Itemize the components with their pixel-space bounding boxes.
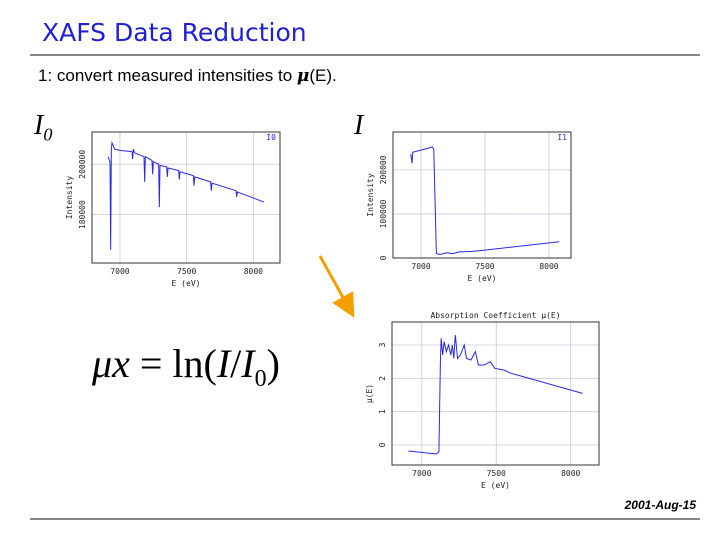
x-axis-label: E (eV) — [172, 279, 201, 288]
data-line — [408, 334, 583, 455]
arrow-icon — [318, 255, 355, 318]
y-axis-label: Intensity — [65, 176, 74, 220]
y-axis-label: μ(E) — [365, 384, 374, 403]
plot-2: 7000 7500 8000 0 1 2 3 E (eV) μ(E) Absorption Coe… — [365, 311, 600, 490]
y-tick-label: 2 — [378, 376, 387, 381]
subtitle-suffix: (E). — [309, 66, 337, 85]
x-tick-label: 7500 — [475, 262, 494, 271]
x-tick-label: 8000 — [539, 262, 558, 271]
y-tick-label: 3 — [378, 342, 387, 347]
eq-slash: / — [230, 341, 242, 386]
x-axis-label: E (eV) — [481, 481, 510, 490]
plot-0: 7000 7500 8000 180000 200000 E (eV) Intensity I… — [65, 131, 281, 288]
footer-divider — [30, 518, 700, 520]
x-tick-label: 7500 — [177, 267, 196, 276]
subtitle-mu: μ — [296, 66, 310, 86]
y-tick-label: 100000 — [379, 199, 388, 228]
label-i0: I0 — [34, 110, 52, 146]
y-axis-label: Intensity — [366, 173, 375, 217]
subtitle-prefix: 1: convert measured intensities to — [38, 66, 297, 85]
y-tick-label: 180000 — [78, 200, 87, 229]
equation: μx = ln(I/I0) — [92, 340, 280, 393]
y-tick-label: 200000 — [379, 155, 388, 184]
eq-i0: I — [241, 341, 255, 386]
corner-label: I1 — [557, 133, 567, 142]
y-tick-label: 0 — [379, 255, 388, 260]
data-line — [410, 146, 560, 255]
y-tick-label: 200000 — [78, 150, 87, 179]
chart-title: Absorption Coefficient μ(E) — [430, 311, 560, 320]
slide-date: 2001-Aug-15 — [624, 498, 696, 512]
eq-i: I — [216, 341, 231, 386]
label-i0-main: I — [34, 110, 44, 141]
corner-label: I0 — [266, 133, 276, 142]
eq-close: ) — [266, 341, 280, 386]
x-tick-label: 7000 — [110, 267, 129, 276]
subtitle: 1: convert measured intensities to μ(E). — [38, 66, 337, 86]
x-tick-label: 7000 — [412, 469, 431, 478]
eq-lhs: μx — [92, 341, 130, 386]
slide-title: XAFS Data Reduction — [42, 18, 307, 47]
plot-frame — [392, 131, 572, 259]
label-i0-sub: 0 — [43, 124, 53, 145]
plot-1: 7000 7500 8000 0 100000 200000 E (eV) Intensity… — [366, 131, 572, 283]
label-i: I — [354, 110, 364, 141]
plot-frame — [91, 131, 281, 264]
eq-i0-sub: 0 — [254, 366, 267, 392]
y-tick-label: 1 — [378, 409, 387, 414]
x-tick-label: 7000 — [411, 262, 430, 271]
eq-ln: = ln( — [129, 341, 217, 386]
y-tick-label: 0 — [378, 442, 387, 447]
x-tick-label: 7500 — [487, 469, 506, 478]
data-line — [107, 140, 265, 250]
plot-frame — [391, 321, 600, 466]
x-tick-label: 8000 — [561, 469, 580, 478]
title-divider — [30, 54, 700, 56]
x-axis-label: E (eV) — [468, 274, 497, 283]
x-tick-label: 8000 — [244, 267, 263, 276]
